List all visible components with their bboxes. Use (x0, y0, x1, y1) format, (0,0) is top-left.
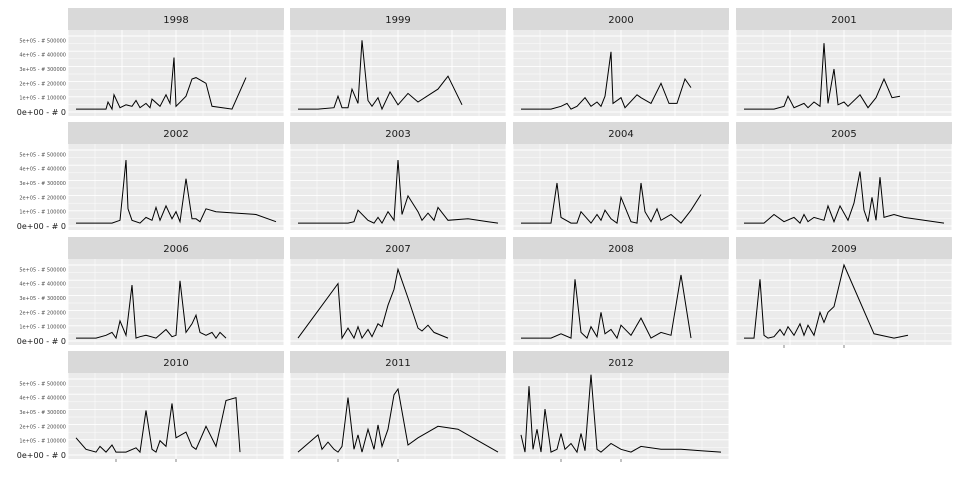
facet-strip-label: 2012 (608, 358, 633, 369)
series-line-2004 (521, 182, 702, 224)
facet-strip-label: 1998 (163, 15, 188, 26)
facet-strip (68, 351, 284, 373)
series-line-1998 (76, 57, 247, 111)
facet-strip-label: 2001 (831, 15, 856, 26)
y-tick-label: 2e+05 - # 200000 (19, 81, 66, 87)
series-line-1999 (298, 40, 463, 111)
facet-strip-label: 2010 (163, 358, 188, 369)
facet-panel-2004: 2004 (512, 122, 730, 230)
facet-panel-2003: 2003 (289, 122, 507, 230)
facet-panel-2006: 2006 0e+00 - # 0 1e+05 - # 100000 2e+05 - #… (17, 237, 285, 346)
facet-strip-label: 2006 (163, 244, 188, 255)
facet-strip (68, 8, 284, 30)
series-line-2006 (76, 280, 227, 340)
y-tick-label: 1e+05 - # 100000 (19, 325, 66, 331)
y-tick-label: 4e+05 - # 400000 (19, 53, 66, 59)
series-line-2008 (521, 274, 692, 340)
facet-strip-label: 2003 (385, 129, 410, 140)
facet-strip (513, 122, 729, 144)
y-tick-label: 2e+05 - # 200000 (19, 195, 66, 201)
series-line-2010 (75, 396, 241, 454)
facet-strip (736, 237, 952, 259)
facet-strip-label: 2009 (831, 244, 856, 255)
facet-strip (68, 122, 284, 144)
facet-strip-label: 2002 (163, 129, 188, 140)
y-tick-label: 3e+05 - # 300000 (19, 410, 66, 416)
series-line-2012 (520, 374, 722, 454)
y-tick-label: 4e+05 - # 400000 (19, 396, 66, 402)
series-line-2002 (76, 159, 277, 224)
y-tick-label: 1e+05 - # 100000 (19, 210, 66, 216)
y-tick-label: 4e+05 - # 400000 (19, 282, 66, 288)
facet-panel-1998: 1998 0e+00 - # 0 1e+05 - # 100000 2e+05 - #… (17, 8, 285, 117)
series-line-2003 (298, 159, 499, 225)
y-tick-label: 1e+05 - # 100000 (19, 439, 66, 445)
y-tick-label: 2e+05 - # 200000 (19, 424, 66, 430)
series-line-2011 (297, 387, 499, 453)
facet-panel-2001: 2001 (735, 8, 953, 116)
facet-strip (290, 351, 506, 373)
series-line-2007 (297, 267, 449, 340)
facet-panel-2005: 2005 (735, 122, 953, 230)
facet-strip-label: 2008 (608, 244, 633, 255)
facet-strip-label: 2004 (608, 129, 633, 140)
y-tick-label: 3e+05 - # 300000 (19, 67, 66, 73)
facet-panel-2007: 2007 (289, 237, 507, 345)
facet-strip-label: 2000 (608, 15, 633, 26)
facet-strip (290, 122, 506, 144)
y-tick-label: 0e+00 - # 0 (17, 108, 66, 117)
facet-strip (736, 8, 952, 30)
facet-strip (513, 237, 729, 259)
facet-strip (513, 8, 729, 30)
y-tick-label: 4e+05 - # 400000 (19, 167, 66, 173)
facet-strip-label: 2011 (385, 358, 410, 369)
y-tick-label: 2e+05 - # 200000 (19, 310, 66, 316)
facet-panel-2011: 2011 (289, 351, 507, 462)
facet-panel-1999: 1999 (289, 8, 507, 116)
y-tick-label: 0e+00 - # 0 (17, 451, 66, 460)
y-tick-label: 3e+05 - # 300000 (19, 181, 66, 187)
y-tick-label: 5e+05 - # 500000 (19, 267, 66, 273)
facet-strip-label: 2005 (831, 129, 856, 140)
y-tick-label: 3e+05 - # 300000 (19, 296, 66, 302)
series-line-2001 (744, 43, 901, 110)
facet-strip (513, 351, 729, 373)
facet-strip (290, 8, 506, 30)
facet-panel-2008: 2008 (512, 237, 730, 345)
y-tick-label: 5e+05 - # 500000 (19, 381, 66, 387)
y-tick-label: 5e+05 - # 500000 (19, 152, 66, 158)
facet-strip (68, 237, 284, 259)
series-line-2000 (521, 51, 692, 110)
facet-panel-2002: 2002 0e+00 - # 0 1e+05 - # 100000 2e+05 - #… (17, 122, 285, 231)
facet-panel-2009: 2009 (735, 237, 953, 348)
y-tick-label: 0e+00 - # 0 (17, 222, 66, 231)
facet-strip (736, 122, 952, 144)
facet-panel-2000: 2000 (512, 8, 730, 116)
facet-panel-2010: 2010 0e+00 - # 0 1e+05 - # 100000 2e+05 - #… (17, 351, 285, 462)
facet-strip (290, 237, 506, 259)
series-line-2009 (744, 263, 909, 339)
y-tick-label: 0e+00 - # 0 (17, 337, 66, 346)
facet-panel-2012: 2012 (512, 351, 730, 462)
series-line-2005 (744, 171, 945, 224)
y-tick-label: 1e+05 - # 100000 (19, 96, 66, 102)
facet-strip-label: 1999 (385, 15, 410, 26)
y-tick-label: 5e+05 - # 500000 (19, 38, 66, 44)
facet-strip-label: 2007 (385, 244, 410, 255)
